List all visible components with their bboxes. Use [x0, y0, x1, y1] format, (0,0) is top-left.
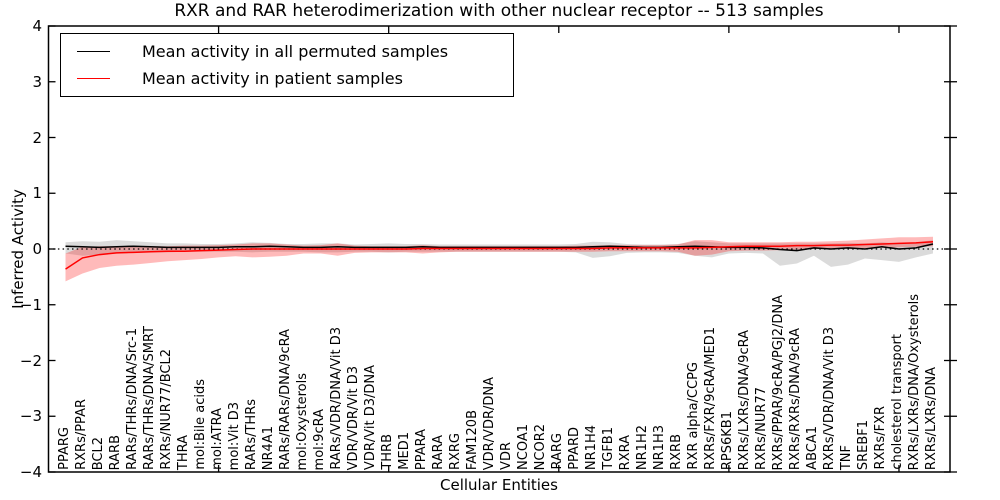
- x-category-label: VDR/VDR/Vit D3: [346, 365, 362, 470]
- y-tick-label: 1: [32, 184, 42, 203]
- x-category-label: mol:Oxysterols: [295, 372, 311, 471]
- x-category-label: NR4A1: [261, 425, 277, 470]
- x-category-label: VDR: [499, 442, 515, 470]
- x-category-label: RXRs/RXRs/DNA/9cRA: [788, 327, 804, 470]
- x-category-label: mol:ATRA: [210, 408, 226, 470]
- x-category-label: mol:9cRA: [312, 408, 328, 470]
- x-category-label: RXRs/NUR77: [754, 387, 770, 470]
- x-category-label: RXRs/FXR/9cRA/MED1: [703, 327, 719, 470]
- x-category-label: PPARA: [414, 428, 430, 470]
- legend-label-permuted: Mean activity in all permuted samples: [142, 42, 449, 61]
- x-category-label: RARA: [431, 435, 447, 470]
- x-category-label: THRB: [380, 434, 396, 470]
- legend: Mean activity in all permuted samples Me…: [60, 33, 514, 97]
- x-category-label: RXRG: [448, 432, 464, 470]
- x-category-label: RXRB: [669, 434, 685, 470]
- y-tick-label: −4: [19, 463, 42, 481]
- y-tick-label: 4: [32, 17, 42, 35]
- x-category-label: RARs/RARs/DNA/9cRA: [278, 329, 294, 470]
- x-category-label: NCOA1: [516, 424, 532, 470]
- x-category-label: RXRA: [618, 434, 634, 470]
- x-category-label: RXRs/NUR77/BCL2: [159, 349, 175, 470]
- x-category-label: RXRs/VDR/DNA/Vit D3: [822, 326, 838, 470]
- x-category-label: RARs/THRs/DNA/SMRT: [142, 326, 158, 470]
- x-category-label: FAM120B: [465, 409, 481, 470]
- legend-label-patient: Mean activity in patient samples: [142, 69, 403, 88]
- x-category-label: PPARG: [57, 427, 72, 470]
- x-category-label: RARs/THRs: [244, 398, 260, 470]
- x-category-label: THRA: [176, 434, 192, 470]
- patient-mean-line: [65, 241, 934, 270]
- x-category-label: RXRs/PPAR: [74, 399, 90, 470]
- x-category-label: ABCA1: [805, 426, 821, 470]
- x-category-label: cholesterol transport: [890, 334, 906, 470]
- x-category-label: RARB: [108, 434, 124, 470]
- x-category-label: PPARD: [567, 427, 583, 470]
- legend-entry-permuted: Mean activity in all permuted samples: [61, 42, 513, 61]
- y-tick-label: 2: [32, 128, 42, 147]
- x-category-label: RXR alpha/CCPG: [686, 362, 702, 470]
- x-category-label: TGFB1: [601, 427, 617, 470]
- x-category-label: NR1H3: [652, 424, 668, 470]
- x-category-label: RXRs/FXR: [873, 406, 889, 470]
- x-category-label: BCL2: [91, 436, 107, 470]
- x-category-label: NCOR2: [533, 423, 549, 470]
- x-category-label: RXRs/PPAR/9cRA/PGJ2/DNA: [771, 294, 787, 471]
- x-category-label: SREBF1: [856, 419, 872, 470]
- y-tick-label: −1: [19, 295, 42, 314]
- permuted-line-sample-icon: [77, 51, 110, 52]
- y-tick-label: 3: [32, 72, 42, 91]
- x-category-label: RPS6KB1: [720, 410, 736, 470]
- x-category-label: VDR/VDR/DNA: [482, 376, 498, 470]
- chart-title: RXR and RAR heterodimerization with othe…: [174, 1, 824, 21]
- x-category-label: VDR/Vit D3/DNA: [363, 364, 379, 470]
- permuted-mean-line: [65, 243, 934, 252]
- y-tick-label: 0: [32, 240, 42, 258]
- x-category-label: RARG: [550, 433, 566, 470]
- x-category-label: RXRs/LXRs/DNA/Oxysterols: [907, 293, 923, 470]
- x-category-label: RARs/VDR/DNA/Vit D3: [329, 327, 345, 470]
- y-tick-label: −2: [19, 351, 42, 370]
- x-category-label: mol:Bile acids: [193, 379, 209, 470]
- x-axis-label: Cellular Entities: [440, 476, 558, 494]
- x-category-label: mol:Vit D3: [227, 401, 243, 470]
- x-category-label: NR1H4: [584, 424, 600, 470]
- x-category-label: RXRs/LXRs/DNA: [924, 366, 940, 470]
- patient-line-sample-icon: [77, 78, 110, 79]
- legend-entry-patient: Mean activity in patient samples: [61, 69, 513, 88]
- y-tick-label: −3: [19, 407, 42, 426]
- x-category-label: RXRs/LXRs/DNA/9cRA: [737, 329, 753, 470]
- x-category-label: MED1: [397, 432, 413, 470]
- x-category-label: TNF: [839, 444, 855, 470]
- x-category-label: NR1H2: [635, 424, 651, 470]
- x-category-label: RARs/THRs/DNA/Src-1: [125, 328, 141, 470]
